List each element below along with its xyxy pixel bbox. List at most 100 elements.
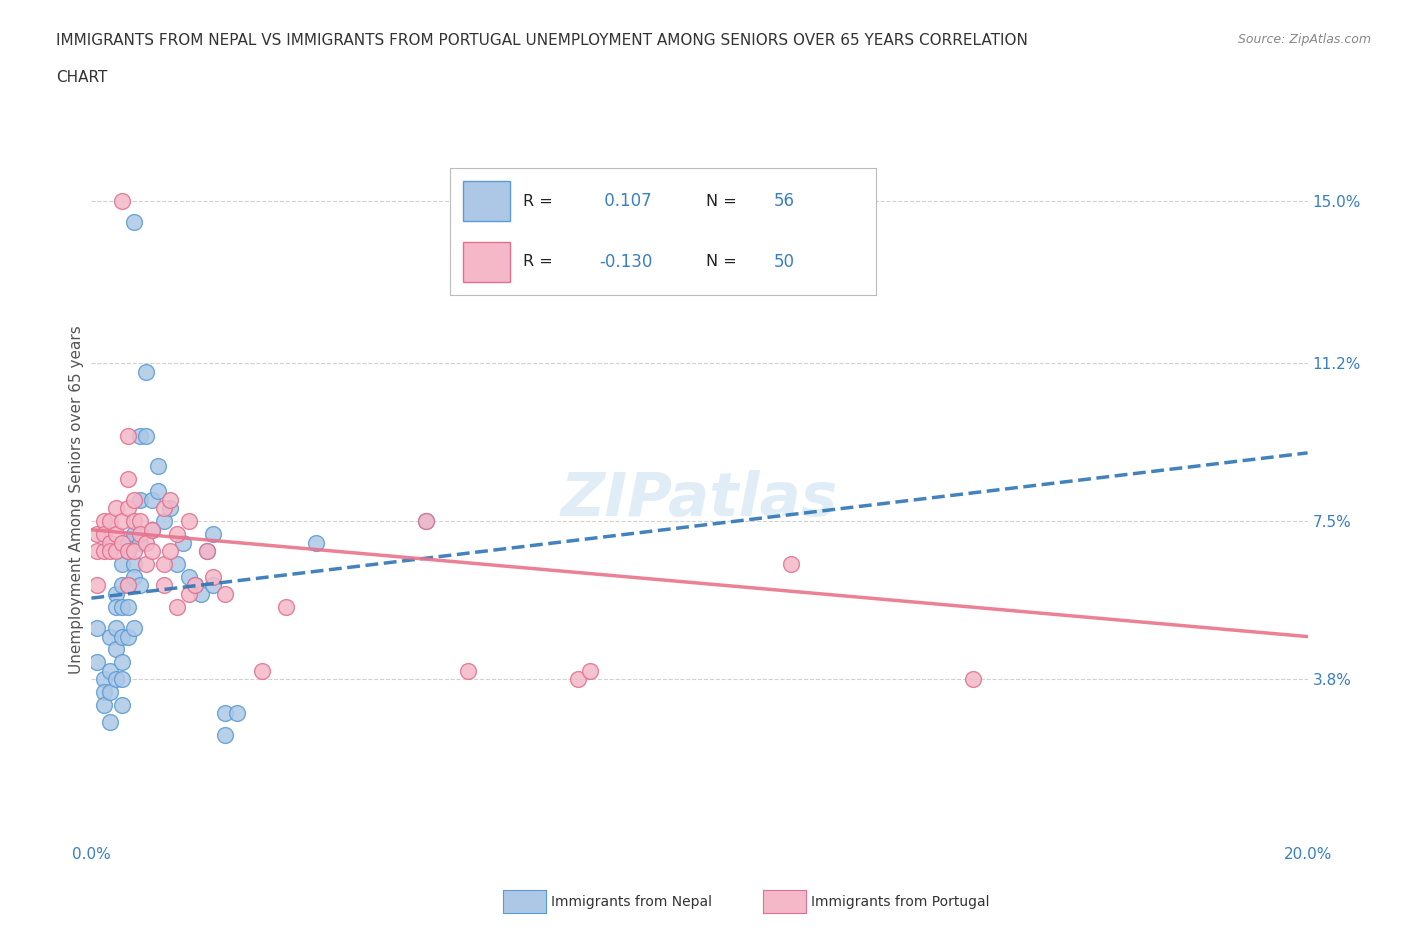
Point xyxy=(159,544,181,559)
Point xyxy=(117,630,139,644)
Point xyxy=(250,663,273,678)
Point xyxy=(122,544,145,559)
Text: Source: ZipAtlas.com: Source: ZipAtlas.com xyxy=(1237,33,1371,46)
Point xyxy=(129,526,152,541)
Point xyxy=(117,544,139,559)
Point xyxy=(111,513,134,528)
Point xyxy=(93,698,115,712)
Point xyxy=(195,544,218,559)
Point xyxy=(122,569,145,584)
Point xyxy=(86,544,108,559)
Point xyxy=(104,620,127,635)
Point xyxy=(177,513,200,528)
Point xyxy=(177,569,200,584)
Point xyxy=(122,493,145,508)
Point xyxy=(104,599,127,614)
Point xyxy=(111,655,134,670)
Point xyxy=(159,493,181,508)
Point xyxy=(415,513,437,528)
Point xyxy=(779,556,801,571)
Point xyxy=(567,671,589,686)
Point xyxy=(172,535,194,550)
Point xyxy=(129,513,152,528)
Text: Immigrants from Portugal: Immigrants from Portugal xyxy=(811,895,990,910)
Point xyxy=(93,526,115,541)
Point xyxy=(129,429,152,444)
Point xyxy=(153,501,176,516)
Point xyxy=(148,484,170,498)
Point xyxy=(129,535,152,550)
Point xyxy=(117,472,139,486)
Point xyxy=(117,578,139,592)
Point xyxy=(117,578,139,592)
Point xyxy=(135,429,157,444)
Point xyxy=(86,620,108,635)
Text: Immigrants from Nepal: Immigrants from Nepal xyxy=(551,895,713,910)
Point xyxy=(129,578,152,592)
Point xyxy=(111,556,134,571)
Point xyxy=(104,671,127,686)
Point xyxy=(202,578,225,592)
Point xyxy=(166,526,188,541)
Point xyxy=(117,599,139,614)
Point xyxy=(202,526,225,541)
Point xyxy=(104,501,127,516)
Point xyxy=(214,706,236,721)
Point xyxy=(184,578,207,592)
Point xyxy=(141,523,163,538)
Point xyxy=(86,526,108,541)
Point xyxy=(153,513,176,528)
Point xyxy=(190,587,212,602)
Point xyxy=(141,493,163,508)
Point xyxy=(98,630,121,644)
Point xyxy=(86,578,108,592)
Point xyxy=(141,523,163,538)
Point xyxy=(202,569,225,584)
Point xyxy=(93,671,115,686)
Point xyxy=(579,663,602,678)
Point xyxy=(135,365,157,379)
Point xyxy=(159,501,181,516)
Point xyxy=(98,663,121,678)
Point xyxy=(166,556,188,571)
Point xyxy=(122,556,145,571)
Point xyxy=(111,698,134,712)
Point xyxy=(117,544,139,559)
Point xyxy=(214,587,236,602)
Point xyxy=(111,599,134,614)
Text: CHART: CHART xyxy=(56,70,108,85)
Point xyxy=(93,513,115,528)
Point xyxy=(98,544,121,559)
Point xyxy=(104,544,127,559)
Point xyxy=(111,671,134,686)
Point xyxy=(129,493,152,508)
Point xyxy=(93,684,115,699)
Point xyxy=(117,535,139,550)
Point xyxy=(195,544,218,559)
Point xyxy=(86,655,108,670)
Point xyxy=(148,458,170,473)
Point xyxy=(122,526,145,541)
Point xyxy=(122,513,145,528)
Point xyxy=(111,535,134,550)
Point xyxy=(141,544,163,559)
Point xyxy=(98,513,121,528)
Point xyxy=(93,544,115,559)
Point xyxy=(104,587,127,602)
Point xyxy=(415,513,437,528)
Point xyxy=(962,671,984,686)
Point xyxy=(122,215,145,230)
Point xyxy=(135,535,157,550)
Y-axis label: Unemployment Among Seniors over 65 years: Unemployment Among Seniors over 65 years xyxy=(69,326,84,674)
Point xyxy=(104,642,127,657)
Point xyxy=(153,578,176,592)
Point xyxy=(122,620,145,635)
Point xyxy=(214,727,236,742)
Point xyxy=(305,535,328,550)
Point xyxy=(166,599,188,614)
Point xyxy=(457,663,479,678)
Text: ZIPatlas: ZIPatlas xyxy=(561,471,838,529)
Point xyxy=(111,630,134,644)
Point xyxy=(135,556,157,571)
Point xyxy=(153,556,176,571)
